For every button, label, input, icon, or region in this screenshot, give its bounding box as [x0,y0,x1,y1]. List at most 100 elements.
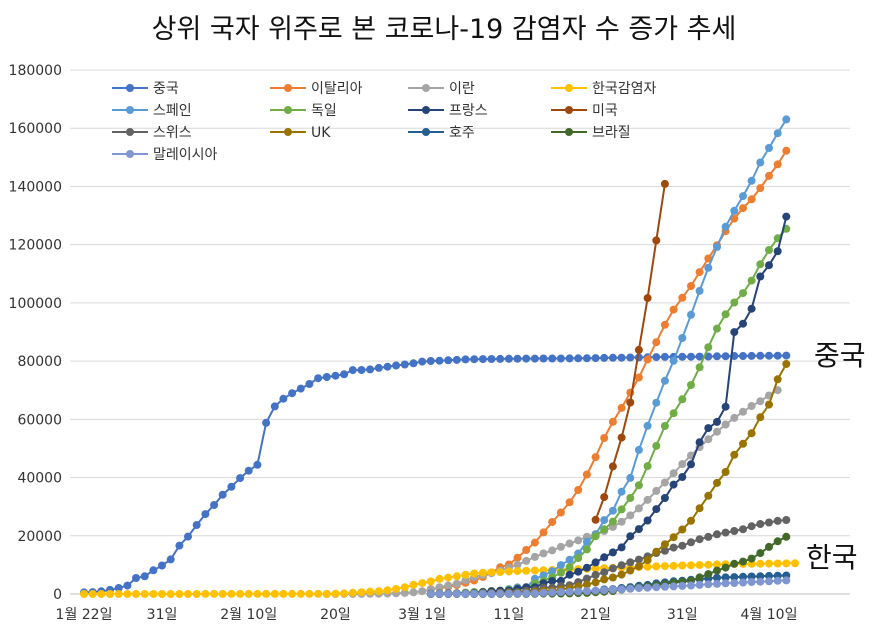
data-point [773,247,782,256]
legend-swatch-marker [284,84,292,92]
legend-label: 호주 [449,125,475,141]
data-point [634,481,643,490]
data-point [704,435,713,444]
data-point [695,286,704,295]
data-point [669,543,678,552]
data-point [695,352,704,361]
data-point [721,563,730,572]
data-point [756,272,765,281]
data-point [756,572,765,581]
data-point [678,541,687,550]
data-point [548,567,557,576]
data-point [608,548,617,557]
legend-item: 이탈리아 [270,81,363,97]
data-point [660,179,669,188]
data-point [634,345,643,354]
legend-label: 말레이시아 [153,147,218,163]
legend-label: 프랑스 [449,103,488,119]
data-point [687,381,695,389]
data-point [331,371,340,380]
x-tick-label: 31일 [667,607,698,623]
data-point [626,473,635,482]
data-point [739,319,747,328]
data-point [773,516,782,525]
legend-label: 스위스 [153,125,192,141]
data-point [608,517,617,526]
data-point [539,528,548,537]
data-point [730,298,739,307]
data-point [713,560,721,569]
data-point [643,516,652,525]
data-point [782,115,791,124]
data-point [530,552,539,561]
data-point [626,353,635,362]
data-point [175,590,184,598]
data-point [756,351,765,360]
data-point [695,580,704,589]
data-point [660,562,669,571]
data-point [591,570,600,579]
data-point [704,424,713,433]
data-point [565,555,574,564]
data-point [600,525,609,534]
data-point [617,505,626,514]
data-point [739,578,747,587]
data-point [660,320,669,329]
data-point [756,184,765,193]
data-point [582,354,591,363]
annotation-label: 한국 [806,541,858,574]
series-6 [426,224,791,598]
data-point [452,572,461,581]
series-line [430,216,788,595]
data-point [366,587,375,596]
data-point [530,589,539,598]
data-point [773,559,782,568]
data-point [600,553,609,562]
data-point [574,587,583,596]
data-point [782,516,791,524]
data-point [418,357,427,366]
data-point [634,525,643,534]
data-point [739,407,747,416]
data-point [175,541,184,550]
data-point [617,353,626,362]
data-point [773,351,782,360]
data-point [704,580,713,589]
data-point [608,564,617,573]
x-tick-label: 1월 22일 [56,607,113,623]
data-point [747,572,756,581]
data-point [713,324,721,333]
series-13 [426,576,791,598]
data-point [739,289,747,298]
data-point [704,352,713,361]
data-point [392,584,401,593]
data-point [582,563,591,572]
legend-swatch-marker [565,106,573,114]
data-point [660,494,669,502]
data-point [400,588,409,597]
data-point [704,263,713,272]
data-point [643,556,652,565]
data-point [600,434,609,442]
data-point [314,589,323,598]
data-point [201,589,210,598]
data-point [591,453,600,462]
data-point [626,398,635,407]
data-point [608,573,617,582]
data-point [704,491,713,500]
data-point [279,394,288,403]
data-point [574,486,583,494]
data-point [530,566,539,575]
data-point [747,429,756,438]
data-point [695,268,704,277]
data-point [660,422,669,430]
data-point [357,366,366,374]
x-tick-label: 31일 [147,607,178,623]
data-point [608,417,617,426]
data-point [747,176,756,185]
data-point [253,460,262,469]
data-point [730,527,739,535]
data-point [773,537,782,546]
data-point [236,474,245,483]
